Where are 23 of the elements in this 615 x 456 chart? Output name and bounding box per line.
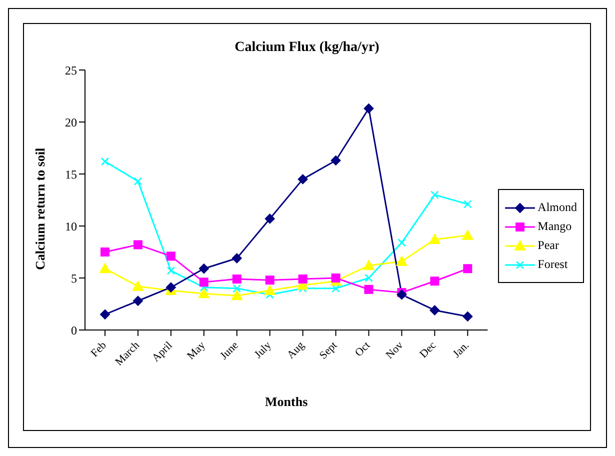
x-tick-label: Feb	[88, 339, 110, 360]
x-tick-label: July	[252, 339, 274, 361]
y-tick-label: 15	[65, 167, 77, 182]
y-tick-label: 10	[65, 219, 77, 234]
legend-label: Pear	[538, 238, 559, 253]
y-tick-label: 5	[71, 271, 77, 286]
x-tick-label: Dec	[418, 339, 439, 360]
x-tick-label: May	[185, 339, 208, 362]
x-axis-title: Months	[265, 394, 308, 409]
y-tick-label: 20	[65, 115, 77, 130]
chart-title: Calcium Flux (kg/ha/yr)	[234, 40, 380, 56]
x-tick-label: Nov	[384, 339, 406, 362]
x-tick-label: Aug	[284, 339, 308, 362]
legend-label: Mango	[538, 219, 572, 234]
x-tick-label: Sept	[317, 339, 340, 362]
y-tick-label: 25	[65, 63, 77, 78]
y-tick-label: 0	[71, 323, 77, 338]
legend-label: Almond	[538, 200, 577, 215]
legend-label: Forest	[538, 257, 568, 272]
x-tick-label: Jan.	[450, 339, 472, 360]
y-axis-title: Calcium return to soil	[32, 147, 48, 270]
x-tick-label: June	[218, 339, 241, 362]
x-tick-label: Oct	[352, 339, 373, 360]
